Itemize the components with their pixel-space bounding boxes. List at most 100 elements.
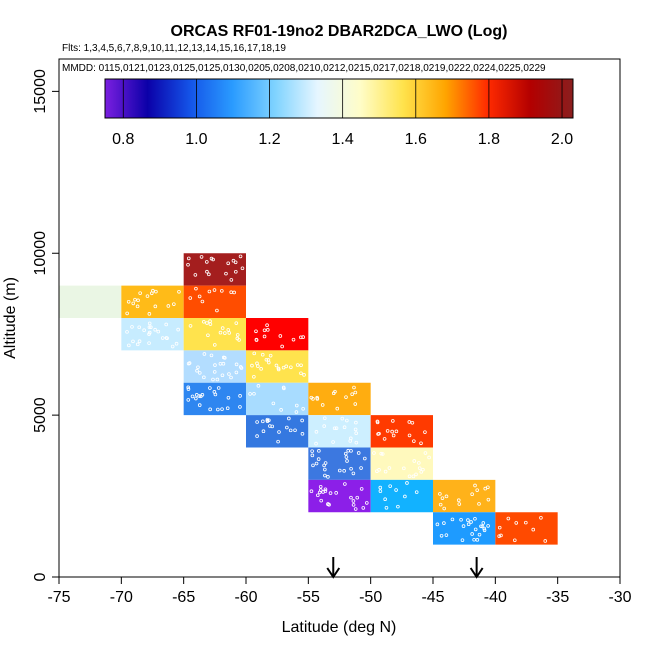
sample-point [475, 488, 480, 492]
sample-point [126, 299, 131, 304]
sample-point [220, 407, 224, 411]
colorbar-tick-label: 2.0 [551, 131, 573, 148]
sample-point [343, 451, 348, 456]
sample-point [229, 375, 233, 380]
sample-point [311, 397, 315, 401]
sample-point [235, 333, 240, 337]
sample-point [285, 425, 289, 430]
sample-point [391, 419, 395, 423]
sample-point [188, 296, 193, 300]
sample-point [149, 325, 153, 330]
sample-point [388, 484, 392, 488]
sample-point [197, 403, 202, 407]
sample-point [268, 353, 273, 358]
sample-point [349, 466, 353, 471]
sample-point [208, 386, 212, 390]
sample-point [410, 420, 415, 425]
heatmap-cell [308, 415, 371, 448]
sample-point [402, 466, 406, 471]
x-axis: -75 -70 -65 -60 -55 -50 -45 -40 -35 -30 [47, 577, 632, 606]
sample-point [226, 395, 231, 400]
heatmap-cell [183, 285, 246, 318]
x-tick-label: -40 [484, 589, 507, 606]
sample-point [457, 502, 462, 506]
plot-frame [58, 58, 621, 578]
sample-point [131, 301, 136, 306]
sample-point [252, 375, 256, 379]
sample-point [390, 429, 394, 434]
sample-point [284, 364, 289, 369]
heatmap-cell [308, 479, 371, 513]
sample-point [477, 502, 481, 506]
x-tick-label: -65 [172, 589, 195, 606]
sample-point [322, 463, 326, 468]
sample-point [531, 527, 536, 532]
sample-point [343, 482, 347, 486]
sample-point [195, 368, 199, 373]
colorbar-tick-label: 1.8 [478, 131, 500, 148]
heatmap-cell [246, 318, 309, 351]
sample-point [153, 327, 157, 332]
sample-point [322, 416, 327, 421]
sample-point [353, 427, 358, 432]
sample-point [337, 468, 342, 473]
sample-point [473, 527, 478, 532]
sample-point [411, 474, 416, 479]
sample-point [212, 288, 217, 292]
sample-point [220, 326, 225, 330]
sample-point [461, 524, 466, 528]
sample-point [407, 433, 412, 438]
sample-point [218, 362, 223, 366]
sample-point [318, 484, 323, 489]
sample-point [208, 407, 212, 412]
sample-point [202, 352, 207, 356]
sample-point [353, 390, 358, 395]
sample-point [260, 352, 265, 357]
sample-point [130, 325, 134, 329]
sample-point [176, 327, 180, 332]
sample-point [391, 433, 396, 438]
sample-point [211, 257, 215, 262]
sample-point [394, 429, 399, 434]
sample-point [394, 488, 398, 492]
heatmap-cell [183, 382, 246, 416]
sample-point [205, 260, 209, 264]
sample-point [147, 341, 151, 345]
x-axis-label: Latitude (deg N) [282, 619, 397, 636]
sample-point [252, 392, 256, 396]
sample-point [278, 334, 283, 338]
sample-point [240, 266, 245, 271]
sample-point [345, 459, 349, 463]
sample-point [212, 370, 217, 374]
heatmap-cell [246, 382, 309, 416]
sample-point [299, 335, 303, 340]
sample-point [412, 459, 417, 463]
sample-point [423, 451, 428, 455]
sample-point [186, 387, 191, 391]
sample-point [351, 499, 356, 503]
sample-point [543, 539, 548, 543]
sample-point [442, 521, 446, 525]
sample-point [419, 441, 423, 446]
sample-point [270, 424, 275, 429]
sample-point [137, 339, 142, 344]
sample-point [351, 503, 356, 507]
sample-point [186, 385, 191, 390]
sample-point [138, 291, 142, 295]
sample-point [147, 325, 152, 329]
colorbar-tick-label: 0.8 [112, 131, 134, 148]
sample-point [486, 485, 490, 490]
sample-point [407, 474, 412, 479]
heatmap-cell [121, 285, 184, 318]
sample-point [349, 495, 353, 500]
sample-point [172, 302, 176, 306]
sample-point [224, 271, 228, 276]
sample-point [361, 506, 366, 510]
x-tick-label: -50 [359, 589, 382, 606]
sample-point [354, 431, 358, 436]
sample-point [200, 393, 205, 397]
sample-point [356, 451, 361, 455]
sample-point [482, 526, 487, 531]
sample-point [319, 498, 324, 503]
sample-point [323, 473, 327, 478]
